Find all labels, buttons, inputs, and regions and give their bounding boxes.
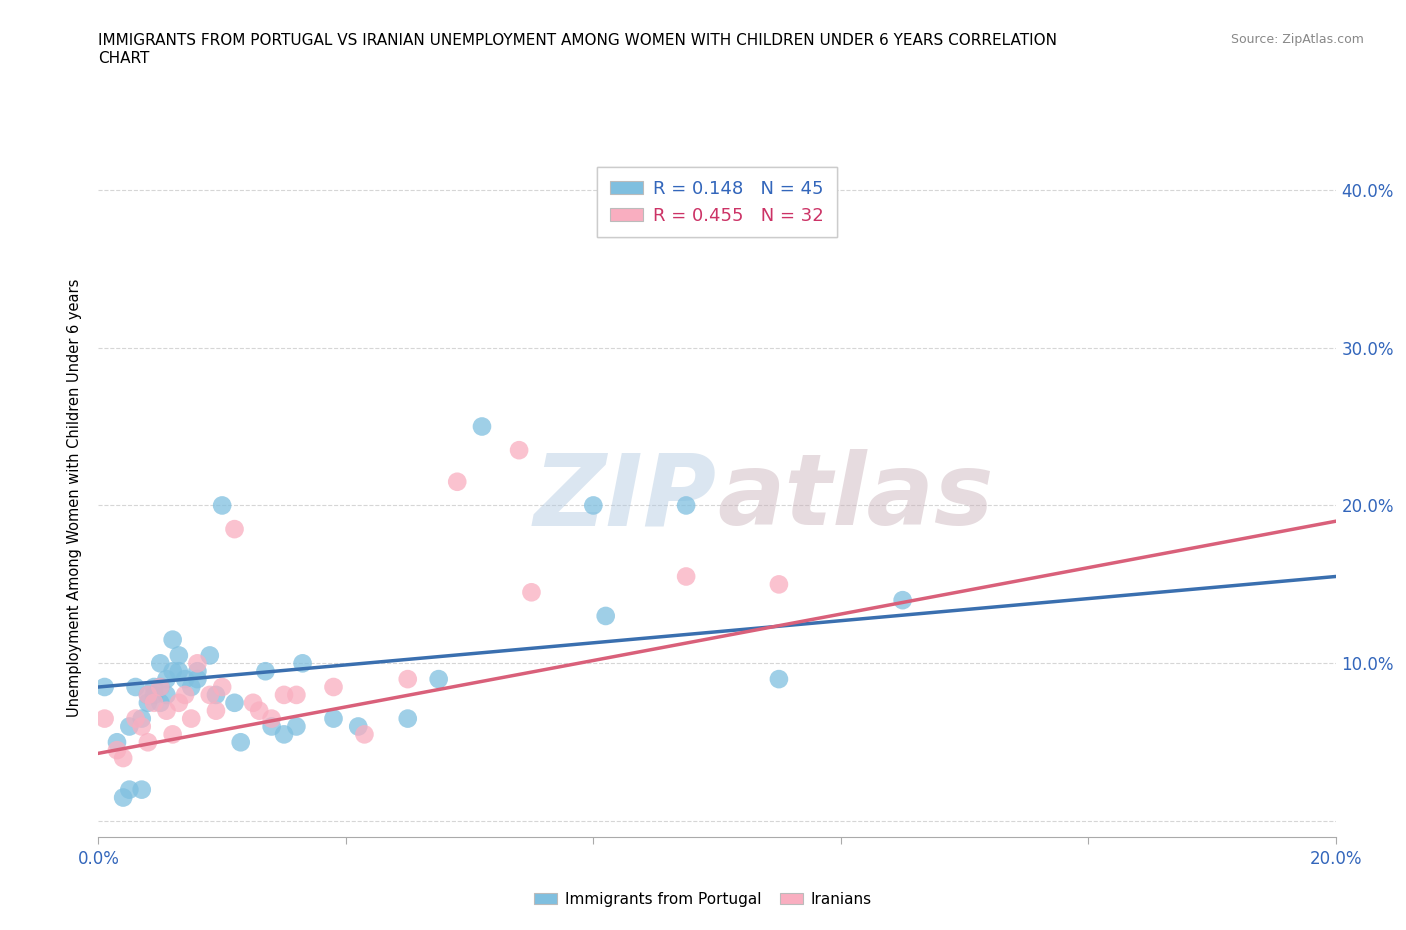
Point [205,703,228,718]
Point [396,671,419,686]
Text: Source: ZipAtlas.com: Source: ZipAtlas.com [1230,33,1364,46]
Point [508,443,530,458]
Point [162,664,184,679]
Point [155,671,177,686]
Point [891,592,914,607]
Point [93,680,115,695]
Point [162,727,184,742]
Point [205,687,228,702]
Point [143,687,166,702]
Point [186,671,208,686]
Point [136,735,159,750]
Point [149,696,172,711]
Point [93,711,115,726]
Point [136,687,159,702]
Point [155,687,177,702]
Point [291,656,314,671]
Point [131,782,153,797]
Point [186,656,208,671]
Point [582,498,605,512]
Point [167,664,190,679]
Point [131,711,153,726]
Point [260,719,283,734]
Point [155,703,177,718]
Point [224,696,246,711]
Point [180,711,202,726]
Point [198,648,221,663]
Point [162,632,184,647]
Point [768,671,790,686]
Point [353,727,375,742]
Point [112,751,135,765]
Point [260,711,283,726]
Point [229,735,252,750]
Point [149,680,172,695]
Point [768,577,790,591]
Point [149,680,172,695]
Point [186,664,208,679]
Point [242,696,264,711]
Point [198,687,221,702]
Point [285,719,308,734]
Text: atlas: atlas [717,449,994,546]
Point [273,687,295,702]
Point [224,522,246,537]
Point [118,719,141,734]
Point [131,719,153,734]
Point [254,664,277,679]
Point [149,656,172,671]
Point [211,680,233,695]
Text: CHART: CHART [98,51,150,66]
Point [322,680,344,695]
Point [112,790,135,805]
Point [322,711,344,726]
Point [273,727,295,742]
Point [180,680,202,695]
Point [446,474,468,489]
Point [143,680,166,695]
Point [427,671,450,686]
Point [136,687,159,702]
Point [124,680,146,695]
Point [247,703,270,718]
Point [211,498,233,512]
Point [167,696,190,711]
Y-axis label: Unemployment Among Women with Children Under 6 years: Unemployment Among Women with Children U… [66,278,82,717]
Point [595,608,617,623]
Point [347,719,370,734]
Point [105,743,128,758]
Point [396,711,419,726]
Text: ZIP: ZIP [534,449,717,546]
Point [285,687,308,702]
Point [675,569,697,584]
Point [174,671,197,686]
Point [124,711,146,726]
Point [174,687,197,702]
Legend: R = 0.148   N = 45, R = 0.455   N = 32: R = 0.148 N = 45, R = 0.455 N = 32 [598,167,837,237]
Point [143,696,166,711]
Legend: Immigrants from Portugal, Iranians: Immigrants from Portugal, Iranians [529,886,877,913]
Point [136,696,159,711]
Point [471,419,494,434]
Point [675,498,697,512]
Point [167,648,190,663]
Point [118,782,141,797]
Point [105,735,128,750]
Text: IMMIGRANTS FROM PORTUGAL VS IRANIAN UNEMPLOYMENT AMONG WOMEN WITH CHILDREN UNDER: IMMIGRANTS FROM PORTUGAL VS IRANIAN UNEM… [98,33,1057,47]
Point [520,585,543,600]
